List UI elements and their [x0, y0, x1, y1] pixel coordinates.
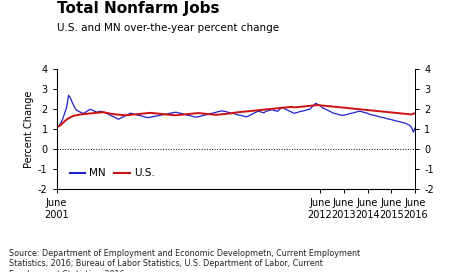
Y-axis label: Percent Change: Percent Change: [24, 91, 34, 168]
Text: U.S. and MN over-the-year percent change: U.S. and MN over-the-year percent change: [57, 23, 279, 33]
Text: Source: Department of Employment and Economic Developmetn, Current Employment
St: Source: Department of Employment and Eco…: [9, 249, 361, 272]
Legend: MN, U.S.: MN, U.S.: [66, 164, 159, 183]
Text: Total Nonfarm Jobs: Total Nonfarm Jobs: [57, 1, 219, 16]
